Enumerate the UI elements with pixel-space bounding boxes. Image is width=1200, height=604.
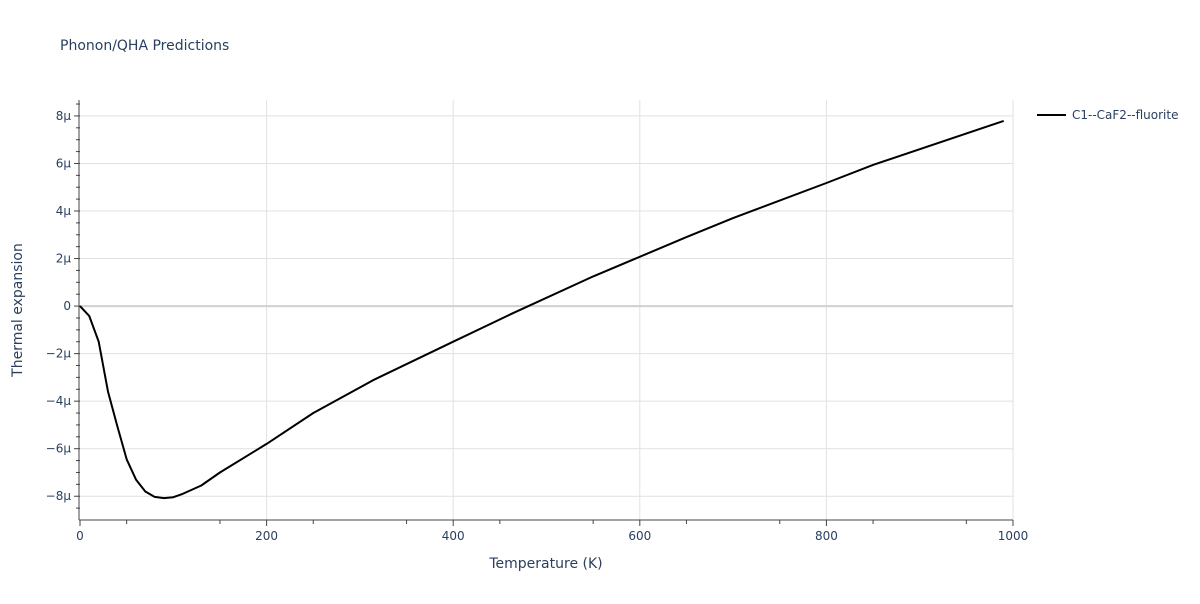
- plot-area: [79, 119, 1005, 500]
- axes: 0 200 400 600 800 1000 −8µ −6µ −4µ −2µ 0 2µ 4µ 6µ 8µ: [46, 100, 1029, 543]
- legend[interactable]: C1--CaF2--fluorite: [1037, 108, 1178, 122]
- chart-title: Phonon/QHA Predictions: [60, 38, 229, 54]
- y-tick-label: 4µ: [56, 204, 72, 218]
- x-axis-label: Temperature (K): [488, 556, 602, 572]
- x-tick-label: 400: [442, 529, 465, 543]
- y-tick-label: 2µ: [56, 252, 72, 266]
- x-tick-label: 0: [76, 529, 84, 543]
- legend-label: C1--CaF2--fluorite: [1072, 108, 1178, 122]
- y-tick-label: −8µ: [46, 489, 72, 503]
- y-tick-label: 8µ: [56, 109, 72, 123]
- y-tick-label: 0: [63, 299, 71, 313]
- grid: [80, 100, 1014, 520]
- series-line: [79, 119, 1005, 500]
- y-tick-label: −2µ: [46, 347, 72, 361]
- y-tick-label: −4µ: [46, 394, 72, 408]
- y-axis-label: Thermal expansion: [10, 243, 26, 378]
- x-tick-label: 200: [255, 529, 278, 543]
- x-tick-label: 600: [628, 529, 651, 543]
- x-tick-label: 800: [815, 529, 838, 543]
- x-tick-label: 1000: [998, 529, 1029, 543]
- y-tick-label: −6µ: [46, 442, 72, 456]
- y-tick-label: 6µ: [56, 156, 72, 170]
